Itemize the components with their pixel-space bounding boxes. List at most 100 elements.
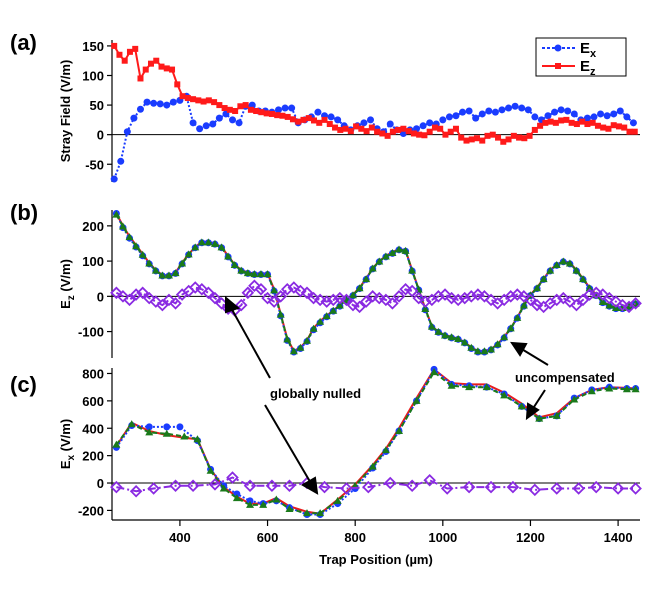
data-point: [242, 102, 249, 109]
data-point: [142, 66, 149, 73]
data-point: [471, 288, 485, 301]
data-point: [568, 119, 575, 126]
data-point: [552, 411, 561, 419]
data-point: [557, 106, 565, 114]
data-point: [381, 446, 390, 454]
data-point: [188, 281, 202, 294]
data-point: [287, 281, 301, 294]
data-point: [174, 81, 181, 88]
y-tick-label: 800: [82, 366, 104, 381]
data-point: [333, 496, 342, 504]
data-point: [539, 275, 548, 283]
data-point: [447, 333, 456, 341]
legend-ex-sub: x: [590, 48, 597, 60]
data-point: [169, 98, 177, 106]
data-point: [598, 297, 607, 305]
data-point: [208, 478, 222, 491]
data-point: [484, 293, 498, 307]
data-point: [169, 66, 176, 73]
data-point: [550, 482, 564, 495]
data-point: [616, 298, 629, 312]
data-point: [184, 250, 193, 258]
data-point: [237, 266, 246, 274]
y-tick-label: 100: [82, 69, 104, 84]
data-point: [437, 125, 444, 132]
data-point: [285, 505, 294, 513]
data-point: [622, 385, 631, 393]
data-point: [208, 291, 222, 305]
y-axis-label-base: E: [58, 460, 73, 469]
data-point: [340, 293, 353, 307]
data-point: [284, 113, 291, 120]
data-point: [368, 124, 375, 131]
data-point: [268, 110, 275, 117]
data-point: [610, 122, 617, 129]
data-point: [200, 98, 207, 105]
data-point: [506, 480, 520, 494]
data-point: [458, 134, 465, 141]
data-point: [524, 106, 532, 114]
data-point: [426, 128, 433, 135]
data-point: [283, 335, 292, 343]
data-point: [419, 295, 432, 308]
data-point: [247, 106, 254, 113]
data-point: [193, 435, 202, 443]
data-point: [462, 480, 476, 494]
data-point: [125, 233, 134, 241]
data-point: [340, 482, 353, 495]
data-point: [347, 128, 354, 135]
data-point: [419, 122, 427, 130]
data-point: [363, 128, 370, 135]
x-tick-label: 1000: [428, 530, 457, 545]
data-point: [158, 271, 167, 279]
data-point: [491, 108, 499, 116]
legend-ez-base: E: [580, 58, 590, 75]
data-point: [246, 497, 254, 505]
data-point: [283, 479, 296, 493]
data-point: [546, 266, 555, 274]
data-point: [184, 94, 191, 101]
data-point: [178, 259, 187, 267]
data-point: [610, 110, 618, 118]
data-point: [629, 482, 642, 495]
data-point: [281, 104, 289, 112]
data-point: [416, 131, 423, 138]
data-point: [442, 131, 449, 138]
panel-label: (a): [10, 30, 37, 55]
data-point: [355, 284, 364, 292]
data-point: [401, 246, 410, 254]
data-point: [253, 108, 260, 114]
data-point: [516, 134, 523, 141]
data-point: [517, 290, 531, 303]
data-point: [452, 112, 460, 120]
y-tick-label: 200: [82, 449, 104, 464]
data-point: [215, 297, 228, 310]
data-point: [243, 269, 252, 277]
data-point: [206, 466, 215, 474]
data-point: [295, 118, 302, 125]
data-point: [585, 284, 594, 292]
data-point: [366, 290, 379, 303]
data-point: [272, 495, 281, 503]
data-point: [550, 293, 564, 307]
data-point: [600, 124, 607, 131]
data-point: [241, 286, 255, 300]
data-point: [210, 239, 219, 247]
data-point: [605, 301, 614, 309]
data-point: [535, 414, 544, 422]
data-point: [386, 297, 399, 310]
data-point: [263, 270, 272, 278]
data-point: [603, 112, 611, 120]
data-point: [589, 480, 603, 494]
y-tick-label: -100: [78, 325, 104, 340]
data-point: [270, 286, 279, 294]
data-point: [112, 440, 121, 448]
data-point: [171, 269, 180, 277]
y-tick-label: 150: [82, 39, 104, 54]
data-point: [329, 306, 338, 314]
data-point: [395, 126, 402, 133]
data-point: [379, 130, 386, 137]
data-point: [243, 479, 257, 493]
data-point: [116, 290, 130, 303]
y-tick-label: -200: [78, 503, 104, 518]
